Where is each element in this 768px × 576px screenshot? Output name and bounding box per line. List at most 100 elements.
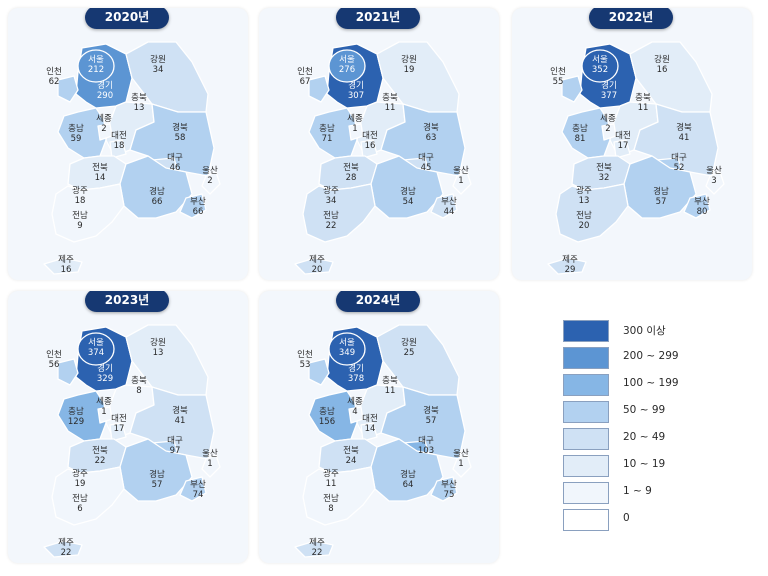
region-name-부산: 부산 [441, 479, 457, 490]
region-value-제주: 16 [61, 265, 72, 275]
legend-label: 200 ~ 299 [623, 350, 679, 362]
region-세종 [348, 406, 364, 424]
region-name-세종: 세종 [96, 114, 112, 124]
region-value-경북: 63 [426, 133, 437, 143]
region-value-서울: 374 [88, 348, 104, 358]
region-name-울산: 울산 [453, 448, 469, 459]
region-name-대전: 대전 [362, 130, 378, 141]
region-name-경기: 경기 [348, 80, 364, 91]
region-name-대구: 대구 [671, 153, 687, 163]
region-인천 [57, 358, 79, 386]
region-name-부산: 부산 [694, 196, 710, 207]
region-인천 [561, 75, 583, 103]
region-value-광주: 18 [75, 196, 86, 206]
region-name-강원: 강원 [654, 54, 670, 65]
region-value-경기: 290 [97, 91, 113, 101]
region-value-제주: 22 [312, 548, 323, 558]
region-전남 [51, 466, 125, 526]
region-경남 [623, 155, 697, 219]
region-name-전북: 전북 [343, 445, 359, 456]
region-name-광주: 광주 [72, 468, 88, 479]
region-value-세종: 4 [352, 407, 357, 417]
legend-swatch [563, 347, 609, 369]
region-name-강원: 강원 [401, 337, 417, 348]
region-name-충북: 충북 [382, 376, 398, 386]
region-부산 [430, 193, 458, 219]
legend-item: 20 ~ 49 [563, 428, 665, 450]
region-name-충남: 충남 [68, 407, 84, 417]
region-강원 [376, 324, 460, 396]
region-name-서울: 서울 [339, 338, 355, 348]
region-value-부산: 75 [444, 490, 455, 500]
region-대전 [360, 139, 378, 159]
region-제주 [547, 257, 587, 275]
region-value-강원: 34 [153, 65, 164, 75]
region-name-제주: 제주 [562, 255, 578, 265]
region-name-전북: 전북 [92, 445, 108, 456]
region-서울 [77, 332, 115, 366]
region-value-전북: 14 [95, 173, 106, 183]
region-경남 [119, 155, 193, 219]
region-value-충남: 71 [322, 134, 333, 144]
year-title: 2020년 [85, 8, 169, 29]
legend-item: 50 ~ 99 [563, 401, 666, 423]
region-value-대구: 52 [674, 163, 685, 173]
legend-label: 300 이상 [623, 325, 666, 337]
region-name-전북: 전북 [596, 162, 612, 173]
region-name-경기: 경기 [348, 363, 364, 374]
region-name-인천: 인천 [297, 349, 313, 360]
region-name-대구: 대구 [167, 436, 183, 446]
region-value-충남: 81 [575, 134, 586, 144]
region-서울 [328, 49, 366, 83]
region-대전 [613, 139, 631, 159]
region-value-경기: 378 [348, 374, 364, 384]
region-value-서울: 276 [339, 65, 355, 75]
region-전남 [51, 183, 125, 243]
region-name-경북: 경북 [676, 122, 692, 133]
region-충남 [561, 107, 611, 159]
region-name-인천: 인천 [46, 66, 62, 77]
legend-swatch [563, 374, 609, 396]
region-대전 [360, 422, 378, 442]
region-value-강원: 25 [404, 348, 415, 358]
region-name-경남: 경남 [149, 186, 165, 197]
region-제주 [294, 257, 334, 275]
region-name-경북: 경북 [423, 122, 439, 133]
legend-item: 300 이상 [563, 320, 666, 342]
map-panel-2024: 서울 349 경기 378 인천 53 강원 25 충북 11 세종 4 충남 156 대전 14 경북 57 대구… [259, 291, 499, 563]
region-value-충북: 11 [638, 103, 649, 113]
region-value-강원: 16 [657, 65, 668, 75]
region-value-부산: 74 [193, 490, 204, 500]
region-name-전북: 전북 [92, 162, 108, 173]
region-name-서울: 서울 [88, 55, 104, 65]
region-name-세종: 세종 [347, 397, 363, 407]
region-value-전남: 22 [326, 221, 337, 231]
region-value-전북: 28 [346, 173, 357, 183]
region-value-대전: 17 [618, 141, 629, 151]
region-value-경남: 57 [152, 480, 163, 490]
region-name-대구: 대구 [418, 153, 434, 163]
legend-label: 50 ~ 99 [623, 404, 666, 416]
region-강원 [125, 324, 209, 396]
region-value-경기: 307 [348, 91, 364, 101]
region-경남 [370, 155, 444, 219]
region-value-대전: 16 [365, 141, 376, 151]
region-name-제주: 제주 [58, 255, 74, 265]
region-강원 [376, 41, 460, 113]
region-value-충남: 156 [319, 417, 335, 427]
legend-swatch [563, 320, 609, 342]
region-value-전남: 20 [579, 221, 590, 231]
region-name-대전: 대전 [362, 413, 378, 424]
map-panel-2021: 서울 276 경기 307 인천 67 강원 19 충북 11 세종 1 충남 71 대전 16 경북 63 대구 4… [259, 8, 499, 280]
region-인천 [308, 358, 330, 386]
legend-item: 1 ~ 9 [563, 482, 663, 504]
region-value-충북: 8 [136, 386, 141, 396]
legend: 300 이상 200 ~ 299 100 ~ 199 50 ~ 99 20 ~ … [563, 320, 679, 534]
legend-label: 100 ~ 199 [623, 377, 679, 389]
region-name-경기: 경기 [97, 80, 113, 91]
region-name-경북: 경북 [423, 405, 439, 416]
region-name-강원: 강원 [150, 337, 166, 348]
region-세종 [97, 123, 113, 141]
